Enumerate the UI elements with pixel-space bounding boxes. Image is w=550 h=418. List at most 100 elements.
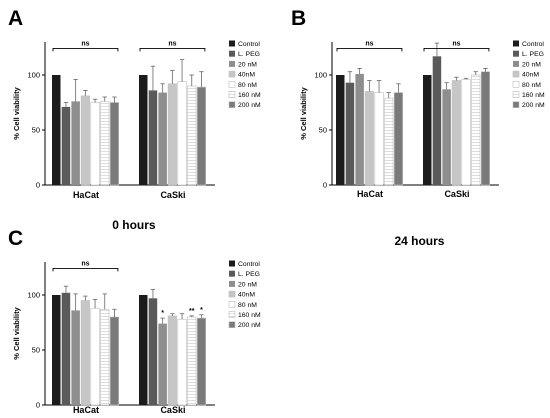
legend-label: L. PEG — [238, 271, 260, 278]
legend-swatch — [229, 280, 235, 287]
legend-swatch — [512, 91, 520, 98]
legend-swatch — [229, 50, 235, 57]
bar-20-nm-hacat — [71, 310, 80, 405]
bar-l-peg-hacat — [345, 82, 355, 185]
ns-bracket — [52, 47, 119, 52]
ns-label: ns — [81, 40, 89, 47]
legend-label: 40nM — [238, 72, 255, 79]
bar-200-nm-caski — [196, 86, 206, 186]
legend-swatch — [228, 321, 236, 329]
bar-control-caski — [139, 295, 148, 405]
legend-swatch — [513, 40, 519, 47]
bar-200-nm-hacat — [109, 316, 119, 406]
bar-40nm-caski — [451, 80, 461, 186]
legend-label: 200 nM — [238, 322, 261, 329]
bar-40nm-caski — [167, 315, 177, 406]
ns-label: ns — [452, 40, 460, 47]
bar-160-nm-caski — [471, 74, 481, 186]
legend-label: Control — [522, 41, 544, 48]
bar-control-hacat — [52, 75, 61, 185]
legend-swatch — [512, 81, 520, 88]
y-axis-label: % Cell viability — [12, 86, 21, 139]
legend-swatch — [512, 70, 520, 78]
legend-swatch — [512, 101, 520, 108]
ns-bracket — [423, 47, 490, 52]
bar-160-nm-hacat — [100, 101, 110, 186]
bar-200-nm-caski — [196, 317, 206, 406]
bar-40nm-hacat — [80, 95, 90, 186]
bar-l-peg-hacat — [61, 292, 71, 405]
y-tick-label: 100 — [27, 291, 40, 300]
ns-bracket — [139, 47, 206, 52]
panel-letter: C — [8, 227, 23, 250]
legend-label: 200 nM — [238, 102, 261, 109]
bar-200-nm-caski — [480, 71, 491, 186]
panel-letter: A — [8, 7, 23, 30]
legend-label: 80 nM — [238, 82, 257, 89]
y-tick-label: 100 — [27, 71, 40, 80]
bar-80-nm-hacat — [374, 92, 384, 186]
bar-l-peg-hacat — [61, 106, 71, 185]
category-label: CaSki — [160, 190, 185, 200]
bar-200-nm-hacat — [393, 92, 404, 186]
bar-l-peg-caski — [148, 298, 158, 405]
bar-80-nm-hacat — [90, 307, 100, 406]
legend-swatch — [228, 290, 236, 298]
legend-label: 20 nM — [238, 61, 257, 68]
category-label: HaCat — [357, 189, 383, 199]
bar-80-nm-caski — [461, 79, 471, 186]
bar-40nm-hacat — [364, 91, 374, 186]
bar-20-nm-caski — [442, 89, 451, 185]
chart-subtitle: 0 hours — [112, 218, 156, 232]
legend-swatch — [228, 70, 236, 78]
y-tick-label: 100 — [314, 71, 327, 80]
ns-label: ns — [81, 260, 89, 267]
legend-swatch — [513, 60, 519, 67]
bar-160-nm-hacat — [384, 97, 394, 186]
bar-80-nm-caski — [177, 318, 187, 406]
bar-l-peg-caski — [148, 90, 158, 185]
legend-label: 40nM — [522, 72, 539, 79]
significance-mark: * — [200, 307, 203, 314]
bar-l-peg-caski — [432, 56, 442, 185]
bar-160-nm-caski — [187, 85, 197, 186]
y-tick-label: 50 — [319, 126, 327, 135]
legend-label: 200 nM — [522, 102, 545, 109]
ns-label: ns — [168, 40, 176, 47]
legend-swatch — [228, 81, 236, 88]
legend-label: 40nM — [238, 292, 255, 299]
chart-subtitle: 24 hours — [394, 234, 444, 248]
bar-20-nm-caski — [158, 92, 167, 185]
y-tick-label: 0 — [36, 401, 40, 410]
legend-swatch — [228, 300, 236, 308]
bar-control-caski — [139, 75, 148, 185]
ns-label: ns — [365, 40, 373, 47]
legend-label: 160 nM — [238, 92, 261, 99]
significance-mark: * — [161, 310, 164, 317]
bar-20-nm-caski — [158, 323, 167, 405]
bar-control-caski — [423, 75, 432, 185]
legend-label: L. PEG — [238, 51, 260, 58]
bar-control-hacat — [52, 295, 61, 405]
bar-160-nm-hacat — [100, 308, 110, 406]
ns-bracket — [336, 47, 403, 52]
bar-80-nm-caski — [177, 81, 187, 186]
legend-label: Control — [238, 41, 260, 48]
y-axis-label: % Cell viability — [299, 86, 308, 139]
legend-label: Control — [238, 261, 260, 268]
legend-swatch — [228, 91, 236, 98]
legend-label: 20 nM — [238, 281, 257, 288]
bar-20-nm-hacat — [71, 101, 80, 185]
legend-swatch — [229, 270, 235, 277]
bar-200-nm-hacat — [109, 102, 119, 186]
y-axis-label: % Cell viability — [12, 306, 21, 359]
ns-bracket — [52, 267, 119, 272]
bar-control-hacat — [336, 75, 345, 185]
legend-swatch — [228, 101, 236, 108]
legend-swatch — [513, 50, 519, 57]
bar-20-nm-hacat — [355, 73, 364, 185]
category-label: CaSki — [160, 405, 185, 415]
category-label: CaSki — [444, 189, 469, 199]
significance-mark: ** — [189, 308, 195, 315]
